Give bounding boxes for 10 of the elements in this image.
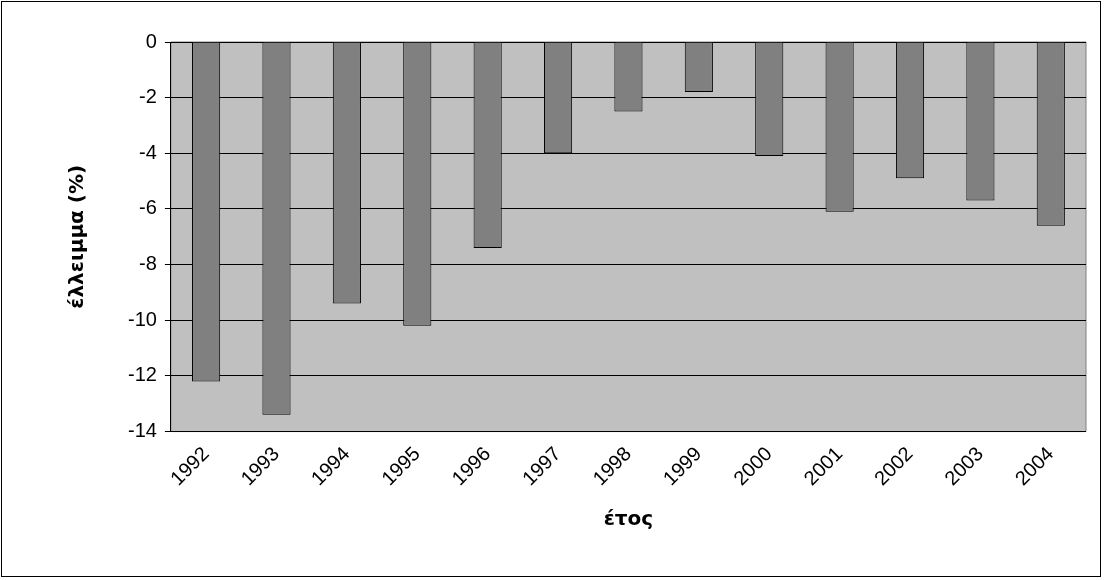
- y-tick-label: -12: [128, 363, 157, 386]
- y-tick-label: -2: [139, 85, 157, 108]
- y-tick-label: -6: [139, 196, 157, 219]
- y-tick-label: -4: [139, 140, 157, 163]
- y-tick-label: -10: [128, 307, 157, 330]
- y-tick-label: -14: [128, 419, 157, 442]
- y-tick-label: -8: [139, 252, 157, 275]
- x-axis-title: έτος: [603, 506, 654, 531]
- y-tick-label: 0: [145, 29, 157, 52]
- y-axis-title: έλλειμμα (%): [64, 164, 89, 309]
